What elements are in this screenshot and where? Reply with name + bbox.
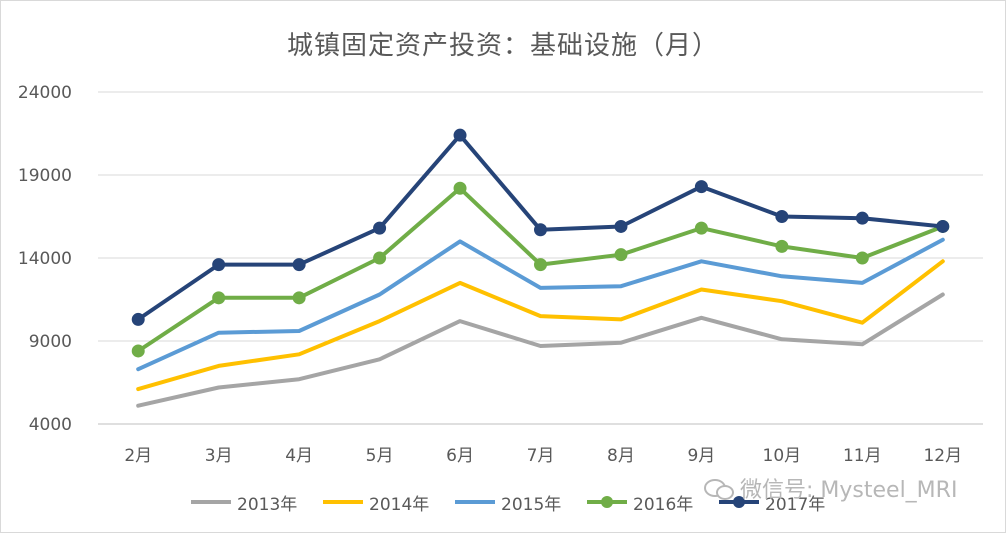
data-point <box>453 128 467 142</box>
wechat-icon <box>704 477 734 500</box>
x-tick-label: 9月 <box>687 446 715 466</box>
legend-item: 2014年 <box>323 489 429 515</box>
data-point <box>775 210 789 223</box>
y-tick-label: 19000 <box>18 166 72 186</box>
legend: 2013年 2014年 2015年 2016年 2017年 <box>1 489 1005 515</box>
x-tick-label: 2月 <box>124 446 152 466</box>
x-tick-label: 6月 <box>446 446 474 466</box>
series-line-2013年 <box>136 292 945 408</box>
x-tick-label: 5月 <box>366 446 394 466</box>
legend-label: 2013年 <box>237 494 298 515</box>
legend-label: 2016年 <box>633 494 694 515</box>
data-point <box>694 221 708 235</box>
x-tick-label: 12月 <box>923 446 962 466</box>
data-point <box>534 258 547 272</box>
data-point <box>212 258 226 272</box>
data-point <box>292 258 306 272</box>
x-tick-label: 4月 <box>285 446 313 466</box>
data-point <box>855 211 869 225</box>
data-point <box>212 291 226 305</box>
y-tick-label: 14000 <box>18 249 72 269</box>
data-point <box>131 312 145 326</box>
data-point <box>614 219 628 233</box>
legend-item: 2013年 <box>191 489 297 515</box>
legend-label: 2017年 <box>765 494 826 515</box>
x-tick-label: 3月 <box>205 446 233 466</box>
legend-swatch <box>191 500 231 504</box>
data-point <box>614 248 628 262</box>
legend-swatch <box>455 500 495 504</box>
watermark: 微信号: Mysteel_MRI <box>704 473 957 503</box>
series-line-2015年 <box>136 237 945 372</box>
chart-title: 城镇固定资产投资：基础设施（月） <box>286 31 719 61</box>
legend-item: 2016年 <box>587 489 693 515</box>
data-point <box>775 239 789 253</box>
legend-item: 2015年 <box>455 489 561 515</box>
data-point <box>936 219 950 233</box>
legend-label: 2015年 <box>501 494 562 515</box>
watermark-text: 微信号: Mysteel_MRI <box>740 478 958 503</box>
legend-swatch <box>323 500 363 504</box>
legend-swatch <box>719 496 759 508</box>
x-tick-label: 11月 <box>843 446 882 466</box>
data-point <box>694 180 708 194</box>
series-line-2014年 <box>136 259 945 392</box>
data-point <box>855 251 869 265</box>
data-point <box>534 223 547 237</box>
y-tick-label: 4000 <box>29 415 72 435</box>
x-tick-label: 7月 <box>527 446 555 466</box>
legend-swatch <box>587 496 627 508</box>
y-tick-label: 9000 <box>29 332 72 352</box>
data-point <box>373 221 387 235</box>
y-tick-label: 24000 <box>18 83 72 103</box>
data-point <box>131 344 145 358</box>
data-point <box>373 251 387 265</box>
data-point <box>292 291 306 305</box>
x-tick-label: 10月 <box>763 446 802 466</box>
legend-label: 2014年 <box>369 494 430 515</box>
x-tick-label: 8月 <box>607 446 635 466</box>
data-point <box>453 181 467 195</box>
legend-item: 2017年 <box>719 489 825 515</box>
